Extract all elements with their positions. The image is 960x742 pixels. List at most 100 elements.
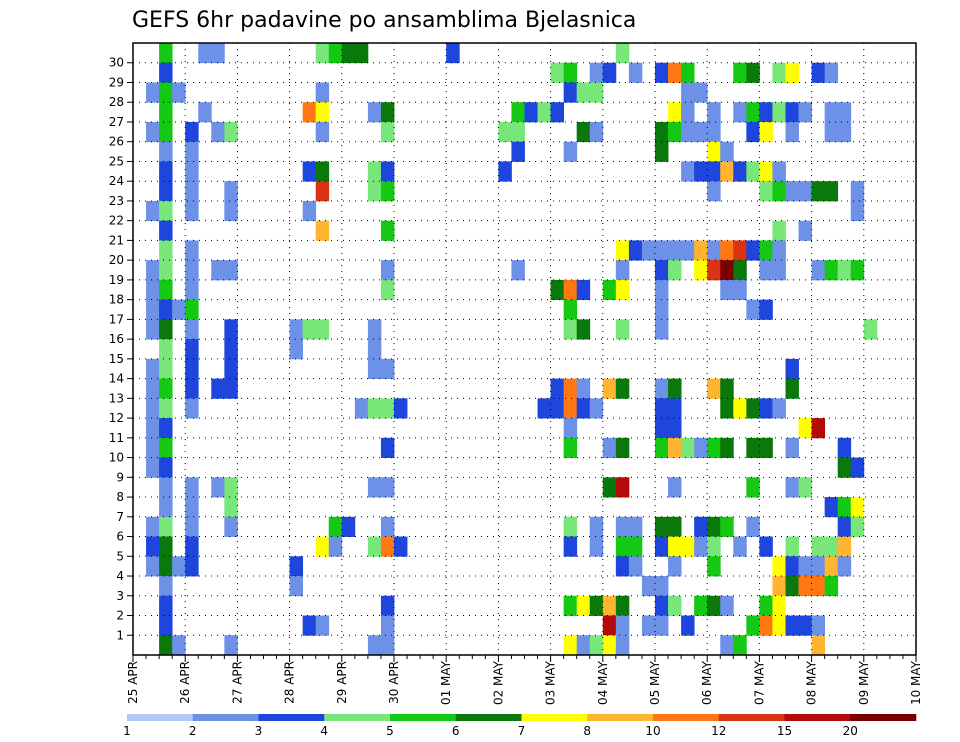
- heatmap-cell: [159, 536, 173, 557]
- heatmap-cell: [159, 457, 173, 478]
- heatmap-cell: [576, 378, 591, 399]
- heatmap-cell: [563, 437, 578, 458]
- x-tick-label: 28 APR: [283, 661, 297, 704]
- heatmap-cell: [746, 477, 760, 498]
- heatmap-cell: [224, 181, 238, 202]
- heatmap-cell: [759, 595, 773, 616]
- x-tick-label: 09 MAY: [857, 660, 871, 705]
- heatmap-cell: [224, 319, 238, 340]
- heatmap-cell: [798, 576, 812, 597]
- heatmap-cell: [720, 161, 734, 182]
- heatmap-cell: [668, 536, 682, 557]
- y-tick-label: 17: [109, 312, 124, 326]
- heatmap-cell: [615, 279, 630, 301]
- heatmap-cell: [159, 240, 173, 261]
- heatmap-cell: [380, 615, 395, 636]
- heatmap-cell: [146, 556, 160, 577]
- heatmap-cell: [185, 200, 199, 222]
- heatmap-cell: [328, 536, 343, 557]
- heatmap-cell: [146, 82, 160, 103]
- heatmap-cell: [367, 161, 382, 182]
- heatmap-cell: [380, 279, 395, 301]
- heatmap-cell: [563, 378, 578, 399]
- heatmap-cell: [681, 437, 695, 458]
- heatmap-cell: [615, 43, 630, 64]
- heatmap-cell: [159, 260, 173, 281]
- heatmap-cell: [681, 121, 695, 143]
- heatmap-cell: [655, 418, 669, 439]
- heatmap-cell: [289, 576, 304, 597]
- y-axis: 1234567891011121314151617181920212223242…: [109, 56, 133, 642]
- heatmap-cell: [772, 102, 786, 123]
- heatmap-cell: [811, 536, 826, 557]
- heatmap-cell: [785, 536, 799, 557]
- heatmap-cell: [655, 615, 669, 636]
- heatmap-cell: [380, 102, 395, 123]
- heatmap-cell: [159, 161, 173, 182]
- heatmap-cell: [367, 181, 382, 202]
- heatmap-cell: [772, 556, 786, 577]
- x-tick-label: 30 APR: [387, 661, 401, 704]
- y-tick-label: 7: [116, 510, 124, 524]
- legend-swatch: [521, 714, 588, 721]
- heatmap-cell: [759, 260, 773, 281]
- heatmap-cell: [615, 536, 630, 557]
- heatmap-cell: [615, 378, 630, 399]
- heatmap-cell: [224, 200, 238, 222]
- heatmap-cell: [641, 576, 656, 597]
- heatmap-cell: [315, 615, 330, 636]
- legend-label: 15: [777, 724, 792, 738]
- heatmap-cell: [563, 141, 578, 162]
- heatmap-cell: [146, 319, 160, 340]
- heatmap-cell: [746, 299, 760, 320]
- heatmap-cell: [602, 615, 617, 636]
- legend-swatch: [324, 714, 391, 721]
- heatmap-cell: [185, 181, 199, 202]
- y-tick-label: 19: [109, 273, 124, 287]
- heatmap-cell: [367, 477, 382, 498]
- heatmap-cell: [602, 635, 617, 656]
- heatmap-cell: [668, 595, 682, 616]
- heatmap-cell: [185, 260, 199, 281]
- heatmap-cell: [159, 43, 173, 64]
- y-tick-label: 5: [116, 549, 124, 563]
- heatmap-cell: [707, 141, 721, 162]
- heatmap-cell: [602, 279, 617, 301]
- heatmap-cell: [785, 181, 799, 202]
- heatmap-cell: [785, 62, 799, 83]
- heatmap-cell: [380, 398, 395, 419]
- heatmap-cell: [159, 299, 173, 320]
- heatmap-cell: [602, 62, 617, 83]
- heatmap-cell: [185, 319, 199, 340]
- heatmap-cell: [681, 102, 695, 123]
- heatmap-cell: [655, 299, 669, 320]
- legend-swatch: [127, 714, 194, 721]
- y-tick-label: 28: [109, 95, 124, 109]
- legend-swatch: [192, 714, 259, 721]
- y-tick-label: 1: [116, 628, 124, 642]
- legend-label: 10: [645, 724, 660, 738]
- legend-label: 6: [452, 724, 460, 738]
- legend-label: 3: [255, 724, 263, 738]
- legend-swatch: [587, 714, 654, 721]
- heatmap-cell: [146, 457, 160, 478]
- heatmap-cell: [367, 319, 382, 340]
- heatmap-cell: [746, 615, 760, 636]
- heatmap-cell: [720, 635, 734, 656]
- heatmap-cell: [211, 121, 225, 143]
- heatmap-cell: [655, 319, 669, 340]
- heatmap-cell: [185, 358, 199, 380]
- heatmap-cell: [863, 319, 878, 340]
- heatmap-cell: [707, 595, 721, 616]
- heatmap-cell: [655, 279, 669, 301]
- heatmap-cell: [211, 260, 225, 281]
- heatmap-cell: [837, 516, 852, 537]
- heatmap-cell: [146, 437, 160, 458]
- heatmap-cell: [668, 62, 682, 83]
- heatmap-cell: [224, 358, 238, 380]
- heatmap-cell: [746, 240, 760, 261]
- heatmap-cell: [785, 121, 799, 143]
- heatmap-cell: [185, 339, 199, 360]
- heatmap-cell: [146, 200, 160, 222]
